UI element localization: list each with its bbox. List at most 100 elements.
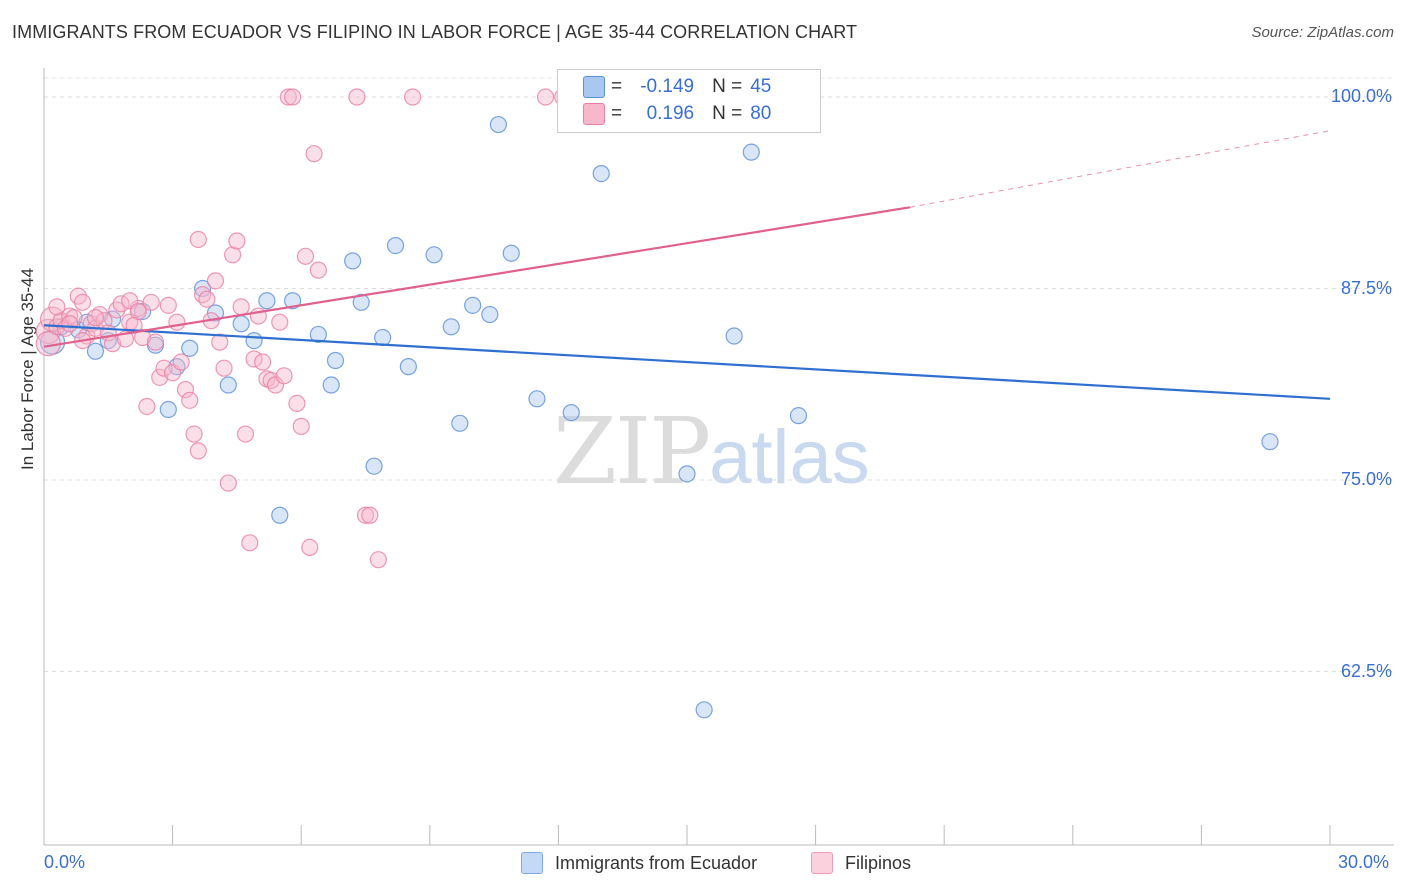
filipino-point (236, 425, 255, 443)
filipino-point (129, 302, 147, 321)
ecuador-point (352, 293, 370, 311)
source-label: Source: ZipAtlas.com (1251, 24, 1394, 41)
ecuador-point (326, 351, 345, 370)
filipino-point (536, 88, 555, 106)
filipino-point (254, 353, 272, 371)
legend-row-filipinos: R = 0.196 N = 80 (583, 101, 772, 127)
ecuador-point (344, 252, 362, 270)
filipino-point (309, 261, 327, 279)
filipino-point (224, 246, 242, 264)
ecuador-point (789, 407, 808, 425)
ecuador-point (194, 279, 212, 298)
filipino-point (73, 293, 92, 311)
legend-item-filipinos: Filipinos (811, 852, 911, 874)
ecuador-point (592, 165, 610, 183)
legend-n-label: N = (712, 76, 743, 97)
filipino-point (404, 88, 422, 106)
filipino-point (228, 232, 246, 250)
filipino-point (198, 290, 216, 308)
ecuador-point (399, 358, 417, 376)
ecuador-point (528, 390, 546, 408)
ecuador-point (271, 506, 289, 524)
filipino-point (219, 474, 237, 492)
filipino-point (301, 538, 319, 557)
legend-n-value: 80 (750, 103, 772, 124)
filipino-point (185, 425, 203, 443)
filipino-point (189, 442, 207, 460)
ecuador-point (502, 244, 520, 262)
filipino-point (356, 506, 375, 524)
legend-swatch-ecuador (583, 76, 605, 98)
ecuador-point (425, 246, 443, 264)
ecuador-point (562, 403, 580, 422)
filipino-point (296, 247, 315, 265)
legend-n-value: 45 (750, 76, 772, 97)
chart-title: IMMIGRANTS FROM ECUADOR VS FILIPINO IN L… (12, 22, 858, 42)
filipino-point (151, 368, 169, 386)
filipino-point (369, 551, 387, 569)
ecuador-point (678, 465, 696, 483)
filipino-point (142, 293, 160, 311)
filipino-point (172, 353, 190, 371)
legend-r-value: 0.196 (646, 103, 695, 124)
ecuador-point (451, 414, 469, 432)
legend-label-filipinos: Filipinos (845, 852, 912, 873)
filipino-point (241, 534, 259, 552)
filipino-point (288, 394, 306, 412)
ecuador-point (103, 310, 122, 328)
filipino-point (168, 313, 186, 331)
ecuador-point (742, 143, 760, 161)
filipino-point (211, 333, 229, 351)
watermark-zip: ZIP (553, 398, 711, 505)
legend-swatch-ecuador (521, 852, 543, 874)
ecuador-point (232, 315, 250, 333)
filipino-point (48, 298, 66, 316)
ecuador-point (1261, 433, 1279, 451)
series-legend: Immigrants from Ecuador Filipinos (0, 852, 1406, 876)
y-tick-label-100: 100.0% (1330, 86, 1392, 106)
y-tick-label-75: 75.0% (1340, 469, 1392, 489)
ecuador-point (159, 400, 177, 419)
filipino-point (232, 298, 250, 316)
ecuador-point (309, 325, 327, 344)
filipino-point (348, 88, 366, 106)
ecuador-point (365, 457, 383, 475)
filipino-point (159, 296, 177, 314)
y-tick-label-87-5: 87.5% (1340, 278, 1392, 298)
x-tick-label-min: 0.0% (44, 852, 86, 872)
filipino-point (361, 506, 379, 524)
ecuador-point (481, 305, 499, 324)
filipino-point (138, 397, 156, 416)
legend-n-label: N = (712, 103, 743, 124)
watermark: ZIPatlas (553, 398, 870, 505)
ecuador-point (219, 376, 237, 394)
ecuador-point (442, 318, 460, 336)
ecuador-point (284, 292, 302, 310)
filipino-point (279, 88, 297, 106)
ecuador-point (245, 331, 263, 350)
x-tick-label-max: 30.0% (1338, 852, 1390, 872)
legend-label-ecuador: Immigrants from Ecuador (555, 852, 758, 873)
legend-swatch-filipinos (583, 103, 605, 125)
ecuador-point (322, 376, 340, 394)
ecuador-point (258, 292, 276, 310)
filipino-point (155, 359, 173, 377)
ecuador-point (464, 296, 482, 314)
ecuador-point (695, 701, 713, 719)
filipino-trend-extension (909, 130, 1331, 208)
ecuador-point (489, 115, 507, 134)
filipino-point (189, 230, 207, 249)
filipino-point (275, 367, 293, 385)
filipino-point (176, 381, 195, 399)
filipino-point (215, 359, 233, 377)
ecuador-point (181, 339, 199, 357)
filipino-point (284, 88, 302, 106)
legend-swatch-filipinos (811, 852, 833, 874)
legend-r-value: -0.149 (640, 76, 695, 97)
y-tick-label-62-5: 62.5% (1340, 661, 1392, 681)
legend-item-ecuador: Immigrants from Ecuador (521, 852, 757, 874)
filipino-trend-line (43, 206, 911, 348)
ecuador-point (386, 237, 405, 255)
filipino-point (271, 313, 289, 331)
